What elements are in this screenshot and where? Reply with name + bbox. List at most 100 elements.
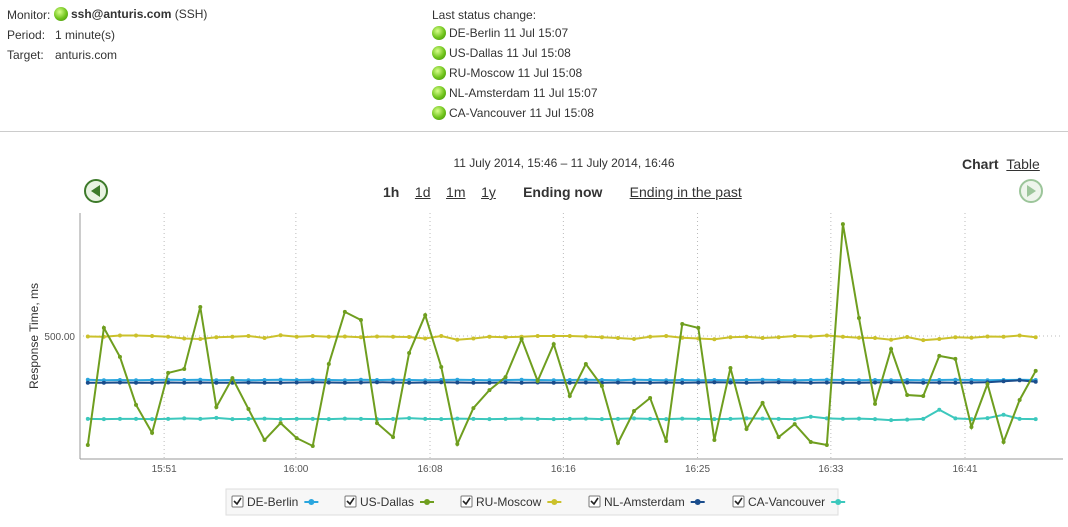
- data-point: [214, 405, 219, 410]
- data-point: [840, 222, 845, 227]
- legend-label: CA-Vancouver: [748, 495, 825, 509]
- data-point: [551, 342, 556, 347]
- data-point: [423, 380, 428, 385]
- data-point: [937, 407, 942, 412]
- data-point: [712, 438, 717, 443]
- data-point: [407, 350, 412, 355]
- data-point: [294, 334, 299, 339]
- data-point: [85, 416, 90, 421]
- status-icon: [432, 46, 446, 60]
- data-point: [744, 416, 749, 421]
- protocol: (SSH): [174, 7, 208, 21]
- data-point: [407, 380, 412, 385]
- ending-now[interactable]: Ending now: [523, 184, 603, 200]
- data-point: [487, 334, 492, 339]
- data-point: [921, 338, 926, 343]
- data-point: [391, 416, 396, 421]
- data-point: [712, 417, 717, 422]
- data-point: [278, 421, 283, 426]
- data-point: [262, 380, 267, 385]
- data-point: [648, 395, 653, 400]
- tab-chart[interactable]: Chart: [962, 156, 999, 172]
- data-point: [985, 416, 990, 421]
- data-point: [856, 380, 861, 385]
- data-point: [439, 364, 444, 369]
- data-point: [246, 416, 251, 421]
- data-point: [792, 417, 797, 422]
- data-point: [391, 334, 396, 339]
- legend-swatch-dot: [308, 499, 315, 505]
- data-point: [326, 380, 331, 385]
- data-point: [150, 380, 155, 385]
- range[interactable]: 1m: [446, 184, 466, 200]
- data-point: [1001, 440, 1006, 445]
- data-point: [134, 380, 139, 385]
- data-point: [808, 334, 813, 339]
- data-point: [776, 435, 781, 440]
- data-point: [728, 416, 733, 421]
- data-point: [632, 416, 637, 421]
- data-point: [1033, 368, 1038, 373]
- data-point: [134, 416, 139, 421]
- data-point: [439, 380, 444, 385]
- data-point: [567, 394, 572, 399]
- nav-next[interactable]: [1019, 179, 1043, 203]
- data-point: [134, 333, 139, 338]
- data-point: [182, 366, 187, 371]
- data-point: [375, 334, 379, 339]
- status-item: CA-Vancouver 11 Jul 15:08: [432, 106, 598, 126]
- data-point: [1017, 333, 1022, 338]
- data-point: [246, 334, 251, 338]
- data-point: [101, 325, 106, 330]
- legend-item[interactable]: RU-Moscow: [460, 495, 562, 509]
- range[interactable]: 1h: [383, 184, 400, 200]
- data-point: [535, 416, 540, 421]
- data-point: [214, 380, 219, 385]
- monitor-value: ssh@anturis.com (SSH): [54, 7, 207, 21]
- data-point: [583, 362, 588, 367]
- data-point: [664, 334, 669, 338]
- range[interactable]: 1y: [481, 184, 496, 200]
- data-point: [969, 425, 974, 430]
- data-point: [680, 321, 685, 326]
- data-point: [937, 353, 942, 358]
- tab-table[interactable]: Table: [1006, 156, 1040, 172]
- data-point: [808, 380, 813, 385]
- data-point: [278, 380, 283, 385]
- data-point: [567, 416, 572, 421]
- data-point: [648, 380, 653, 385]
- x-tick-label: 16:00: [283, 464, 308, 475]
- ending-past[interactable]: Ending in the past: [629, 184, 742, 200]
- data-point: [310, 443, 315, 448]
- data-point: [792, 422, 797, 427]
- data-point: [808, 440, 813, 445]
- data-point: [85, 377, 90, 382]
- x-tick-label: 16:25: [685, 464, 710, 475]
- legend-item[interactable]: DE-Berlin: [231, 495, 319, 509]
- data-point: [760, 335, 765, 340]
- data-point: [1001, 334, 1006, 339]
- data-point: [487, 388, 492, 393]
- nav-prev[interactable]: [84, 179, 108, 203]
- data-point: [632, 409, 637, 414]
- legend-item[interactable]: NL-Amsterdam: [588, 495, 705, 509]
- data-point: [1033, 379, 1038, 384]
- data-point: [1001, 412, 1006, 417]
- series-line: [87, 334, 1036, 342]
- data-point: [583, 416, 588, 421]
- legend-item[interactable]: US-Dallas: [344, 495, 435, 509]
- data-point: [519, 377, 524, 382]
- legend-item[interactable]: CA-Vancouver: [732, 495, 846, 509]
- data-point: [1017, 397, 1022, 402]
- legend-swatch-dot: [835, 499, 842, 505]
- data-point: [664, 439, 669, 444]
- data-point: [117, 380, 122, 385]
- data-point: [551, 417, 556, 422]
- data-point: [117, 416, 122, 421]
- legend-swatch-dot: [551, 499, 558, 505]
- range[interactable]: 1d: [414, 184, 431, 200]
- value: 1 minute(s): [55, 28, 116, 42]
- data-point: [648, 334, 653, 339]
- data-point: [744, 334, 749, 339]
- data-point: [648, 416, 653, 421]
